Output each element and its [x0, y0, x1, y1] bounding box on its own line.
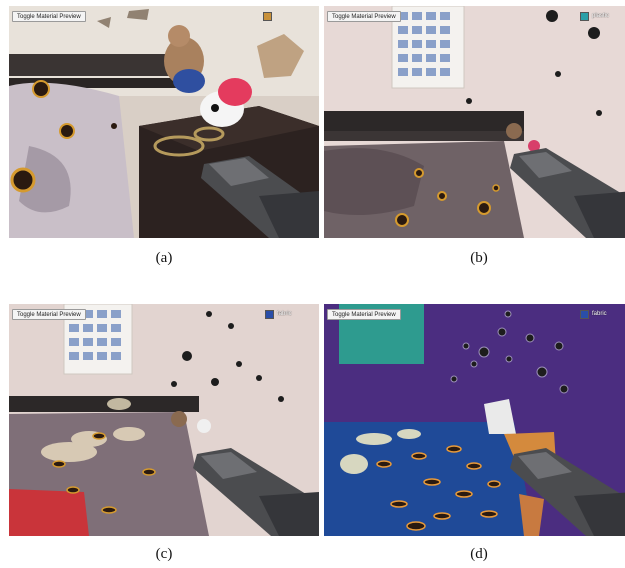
ar-view-panel-d: Toggle Material Preview fabric	[324, 304, 625, 536]
bedroom-scene-c	[9, 304, 319, 536]
caption-b: (b)	[470, 250, 488, 266]
shotgun-icon	[510, 448, 625, 536]
caption-c: (c)	[155, 546, 173, 562]
bullet-hole-icon	[52, 311, 284, 514]
material-swatch-icon	[263, 12, 272, 21]
shotgun-icon	[201, 156, 319, 238]
shotgun-icon	[193, 448, 319, 536]
bedroom-scene-a	[9, 6, 319, 238]
bullet-hole-icon	[395, 10, 602, 227]
caption-d: (d)	[470, 546, 488, 562]
toggle-material-preview-button[interactable]: Toggle Material Preview	[12, 11, 86, 22]
material-swatch-icon	[265, 310, 274, 319]
toggle-material-preview-button[interactable]: Toggle Material Preview	[327, 11, 401, 22]
material-label: plastic	[592, 13, 610, 19]
ar-view-panel-c: Toggle Material Preview fabric	[9, 304, 319, 536]
material-swatch-icon	[580, 12, 589, 21]
ar-view-panel-b: Toggle Material Preview plastic	[324, 6, 625, 238]
ar-view-panel-a: Toggle Material Preview	[9, 6, 319, 238]
material-preview-scene-d	[324, 304, 625, 536]
shotgun-icon	[510, 148, 625, 238]
material-label: fabric	[592, 311, 607, 317]
bullet-hole-icon	[376, 310, 569, 531]
toggle-material-preview-button[interactable]: Toggle Material Preview	[12, 309, 86, 320]
bullet-hole-icon	[10, 80, 117, 193]
material-label: fabric	[277, 311, 292, 317]
bedroom-scene-b	[324, 6, 625, 238]
material-swatch-icon	[580, 310, 589, 319]
toggle-material-preview-button[interactable]: Toggle Material Preview	[327, 309, 401, 320]
caption-a: (a)	[155, 250, 173, 266]
